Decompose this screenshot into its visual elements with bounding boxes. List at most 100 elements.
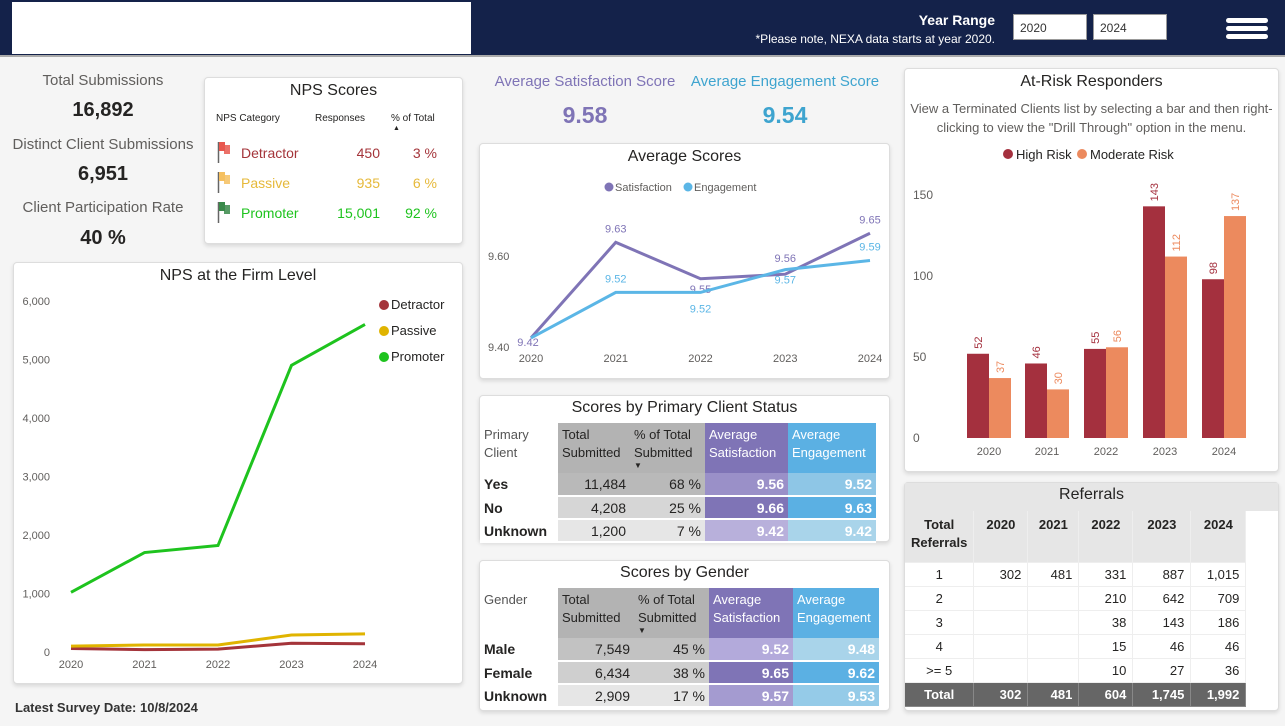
- column-header[interactable]: 2024: [1190, 511, 1247, 563]
- data-label: 98: [1208, 262, 1220, 274]
- legend-label[interactable]: Engagement: [694, 182, 756, 194]
- bar-high-risk[interactable]: [1143, 206, 1165, 438]
- table-cell: 46: [1132, 634, 1192, 659]
- y-tick-label: 4,000: [22, 413, 50, 425]
- header-row: Primary Client Total Submitted % of Total …: [480, 423, 876, 473]
- series-line-passive[interactable]: [70, 632, 366, 648]
- col-header-pct[interactable]: % of Total: [391, 113, 435, 124]
- total-cell: 604: [1078, 682, 1134, 707]
- year-from-input[interactable]: 2020: [1013, 14, 1087, 40]
- bar-moderate-risk[interactable]: [1224, 216, 1246, 438]
- table-cell: 38: [1078, 610, 1134, 635]
- table-cell: [1027, 634, 1080, 659]
- legend-label[interactable]: Passive: [391, 323, 437, 338]
- table-cell: 9.52: [788, 473, 876, 497]
- column-header[interactable]: Total Submitted: [558, 588, 634, 638]
- series-line-satisfaction[interactable]: [529, 231, 871, 339]
- hamburger-menu-icon[interactable]: [1226, 18, 1268, 42]
- column-header-label: Primary Client: [484, 427, 529, 460]
- table-row[interactable]: 2 210 642 709: [905, 586, 1247, 611]
- column-header[interactable]: 2023: [1132, 511, 1192, 563]
- table-row[interactable]: Female 6,434 38 % 9.65 9.62: [480, 661, 879, 685]
- table-row[interactable]: Male 7,549 45 % 9.52 9.48: [480, 638, 879, 662]
- col-header-responses[interactable]: Responses: [315, 113, 366, 124]
- legend-label[interactable]: Promoter: [391, 349, 445, 364]
- nps-responses: 450: [356, 145, 380, 161]
- year-range-note: *Please note, NEXA data starts at year 2…: [755, 32, 995, 46]
- bar-high-risk[interactable]: [1202, 279, 1224, 438]
- column-header[interactable]: 2022: [1078, 511, 1134, 563]
- average-scores-chart: 9.40 9.60 2020 2021 2022 2023 2024 Satisfaction…: [488, 182, 882, 365]
- referrals-card: Referrals Total Referrals 2020 2021 2022 202…: [904, 482, 1279, 711]
- table-cell: 7,549: [558, 638, 634, 662]
- flag-icon: [217, 171, 231, 193]
- legend-label[interactable]: Satisfaction: [615, 182, 672, 194]
- bar-moderate-risk[interactable]: [989, 378, 1011, 438]
- nps-category: Detractor: [241, 145, 299, 161]
- table-row[interactable]: >= 5 10 27 36: [905, 658, 1247, 683]
- bar-high-risk[interactable]: [967, 353, 989, 438]
- table-row[interactable]: No 4,208 25 % 9.66 9.63: [480, 496, 876, 520]
- column-header[interactable]: Total Referrals: [905, 511, 975, 563]
- y-tick-label: 9.40: [488, 342, 509, 354]
- series-line-engagement[interactable]: [530, 259, 871, 340]
- data-label: 9.52: [605, 273, 626, 285]
- legend-label[interactable]: High Risk: [1016, 147, 1072, 162]
- table-row[interactable]: 1 302 481 331 887 1,015: [905, 562, 1247, 587]
- table-row[interactable]: 4 15 46 46: [905, 634, 1247, 659]
- column-header[interactable]: Primary Client: [480, 423, 558, 473]
- table-row[interactable]: Unknown 2,909 17 % 9.57 9.53: [480, 684, 879, 708]
- column-header[interactable]: Total Submitted: [558, 423, 630, 473]
- data-label: 56: [1112, 330, 1124, 342]
- column-header[interactable]: 2021: [1027, 511, 1080, 563]
- table-cell: 68 %: [630, 473, 705, 497]
- table-cell: 887: [1132, 562, 1192, 587]
- x-tick-label: 2024: [858, 353, 882, 365]
- legend-marker: [1077, 149, 1087, 159]
- table-row[interactable]: Yes 11,484 68 % 9.56 9.52: [480, 473, 876, 497]
- legend-label[interactable]: Moderate Risk: [1090, 147, 1174, 162]
- legend-label[interactable]: Detractor: [391, 297, 445, 312]
- column-header[interactable]: 2020: [973, 511, 1029, 563]
- series-line-detractor[interactable]: [70, 641, 366, 652]
- sort-descending-icon: ▼: [634, 461, 642, 470]
- column-header[interactable]: Gender: [480, 588, 558, 638]
- legend-marker: [683, 182, 693, 192]
- x-tick-label: 2023: [279, 659, 303, 671]
- series-line-promoter[interactable]: [70, 323, 366, 594]
- table-row[interactable]: Unknown 1,200 7 % 9.42 9.42: [480, 519, 876, 543]
- table-cell: 9.66: [705, 496, 788, 520]
- chart-title: At-Risk Responders: [1020, 73, 1163, 90]
- total-row: Total 302 481 604 1,745 1,992: [905, 682, 1247, 707]
- table-cell: 11,484: [558, 473, 630, 497]
- table-cell: 642: [1132, 586, 1192, 611]
- kpi-participation-label: Client Participation Rate: [22, 199, 184, 216]
- bar-moderate-risk[interactable]: [1165, 256, 1187, 438]
- column-header[interactable]: Average Engagement: [793, 588, 879, 638]
- col-header-category[interactable]: NPS Category: [216, 113, 280, 124]
- bar-high-risk[interactable]: [1084, 348, 1106, 438]
- x-tick-label: 2024: [1212, 446, 1236, 458]
- sort-ascending-icon: ▲: [393, 125, 400, 132]
- table-row[interactable]: 3 38 143 186: [905, 610, 1247, 635]
- bar-moderate-risk[interactable]: [1106, 347, 1128, 438]
- average-scores-card: Average Scores 9.40 9.60 2020 2021 2022 2023 2…: [479, 143, 890, 379]
- table-cell: Unknown: [480, 519, 558, 543]
- data-label: 143: [1149, 183, 1161, 201]
- bar-high-risk[interactable]: [1025, 363, 1047, 438]
- column-header[interactable]: % of Total Submitted ▼: [630, 423, 705, 473]
- year-to-input[interactable]: 2024: [1093, 14, 1167, 40]
- column-header-label: % of Total Submitted: [638, 592, 697, 625]
- at-risk-bar-chart: 0 50 100 150 2020 2021 2022 2023 2024 High Risk 52…: [913, 147, 1246, 458]
- x-tick-label: 2020: [977, 446, 1001, 458]
- y-tick-label: 50: [913, 350, 927, 364]
- column-header[interactable]: Average Engagement: [788, 423, 876, 473]
- column-header[interactable]: Average Satisfaction: [705, 423, 788, 473]
- column-header[interactable]: % of Total Submitted ▼: [634, 588, 709, 638]
- column-header[interactable]: Average Satisfaction: [709, 588, 793, 638]
- table-cell: 9.52: [709, 638, 793, 662]
- table-title: Scores by Primary Client Status: [571, 399, 798, 416]
- legend-marker: [379, 300, 389, 310]
- flag-icon: [217, 201, 231, 223]
- bar-moderate-risk[interactable]: [1047, 389, 1069, 438]
